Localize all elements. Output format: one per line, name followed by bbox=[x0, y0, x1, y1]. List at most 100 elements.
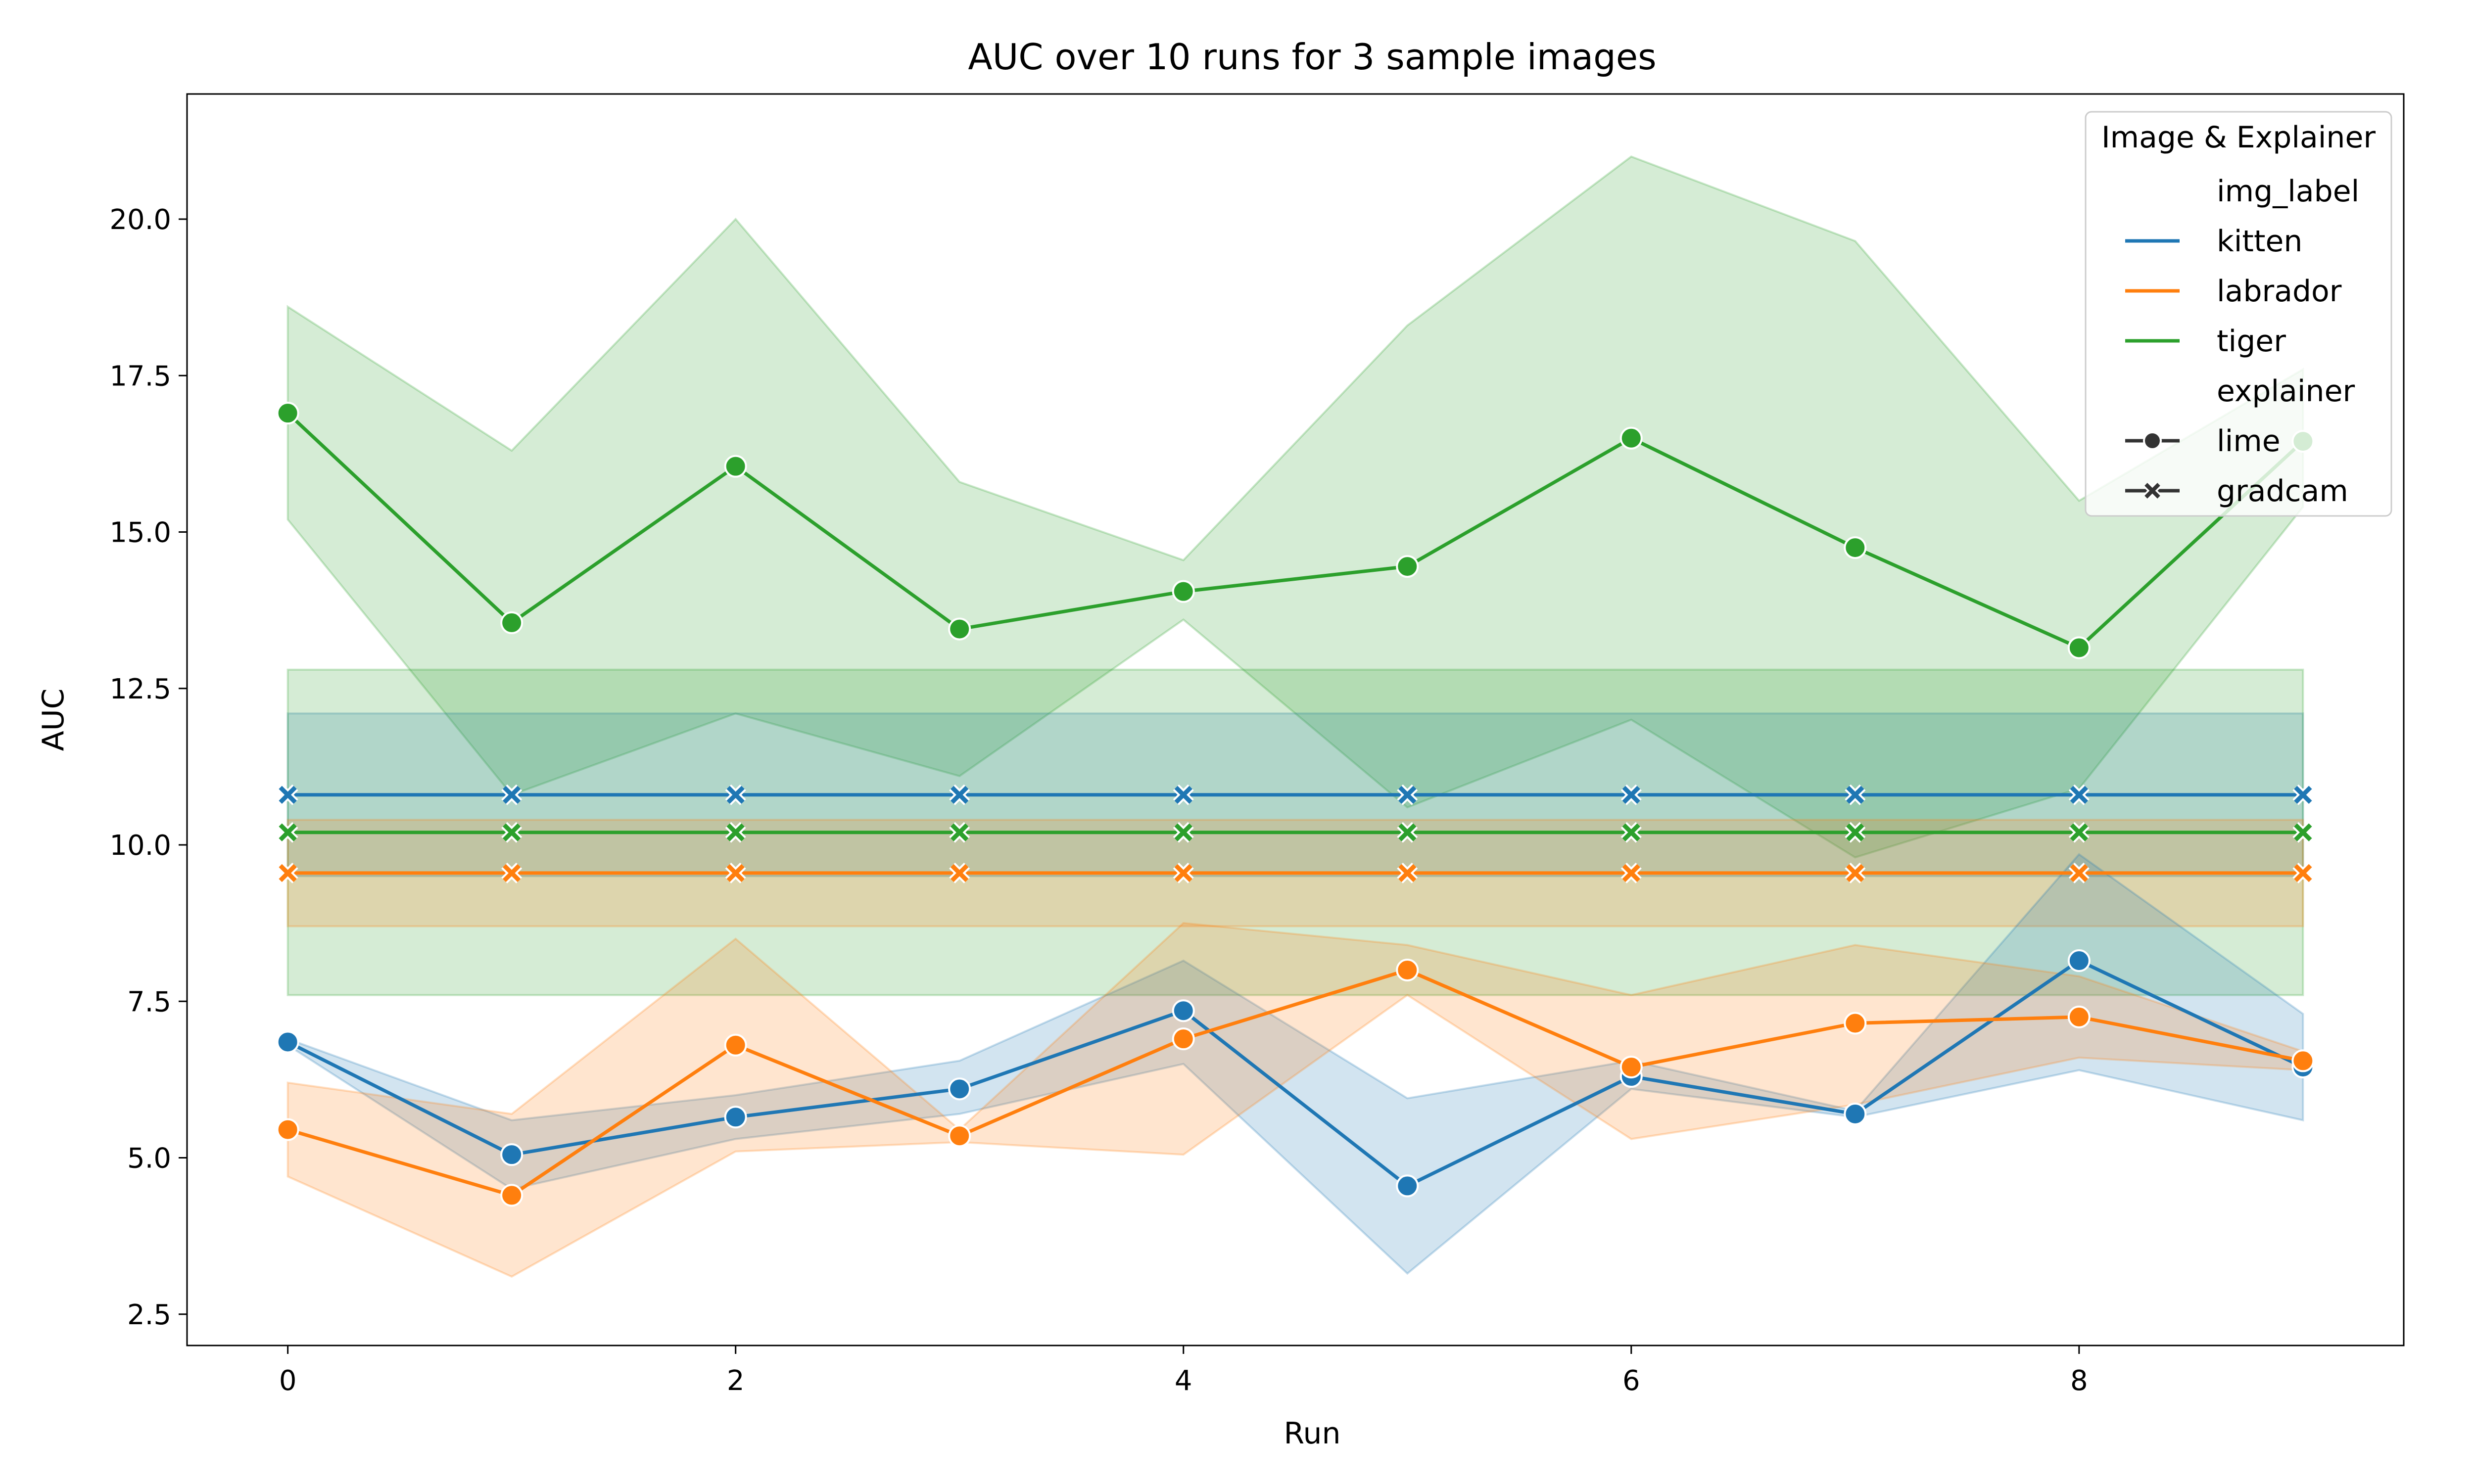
point-kitten-lime-run-1 bbox=[500, 1143, 523, 1166]
point-kitten-lime-run-3 bbox=[948, 1077, 971, 1101]
x-tick-label-8: 8 bbox=[2070, 1365, 2088, 1397]
point-kitten-gradcam-run-3-cross bbox=[951, 786, 969, 804]
point-kitten-gradcam-run-4-cross bbox=[1174, 786, 1192, 804]
point-kitten-lime-run-7 bbox=[1844, 1102, 1867, 1125]
point-labrador-gradcam-run-0 bbox=[277, 862, 298, 883]
point-kitten-gradcam-run-5 bbox=[1397, 784, 1418, 805]
y-tick-label-2.5: 2.5 bbox=[127, 1299, 171, 1331]
point-labrador-gradcam-run-3-cross bbox=[951, 864, 969, 882]
point-kitten-gradcam-run-3 bbox=[949, 784, 970, 805]
point-kitten-gradcam-run-1 bbox=[501, 784, 523, 805]
point-labrador-lime-run-8 bbox=[2067, 1005, 2091, 1028]
point-labrador-lime-run-9 bbox=[2291, 1049, 2315, 1072]
point-kitten-gradcam-run-6-cross bbox=[1622, 786, 1640, 804]
point-tiger-gradcam-run-4-cross bbox=[1174, 823, 1192, 841]
point-labrador-gradcam-run-8 bbox=[2068, 862, 2090, 883]
point-labrador-gradcam-run-5-cross bbox=[1398, 864, 1417, 882]
point-tiger-gradcam-run-9-cross bbox=[2294, 823, 2312, 841]
point-tiger-gradcam-run-7-cross bbox=[1846, 823, 1864, 841]
point-labrador-gradcam-run-3 bbox=[949, 862, 970, 883]
point-tiger-gradcam-run-9 bbox=[2292, 822, 2314, 843]
x-axis-ticks: 0 2 4 6 8 bbox=[279, 1345, 2088, 1397]
legend-label-img_label: img_label bbox=[2217, 174, 2359, 209]
point-kitten-gradcam-run-6 bbox=[1620, 784, 1642, 805]
legend-marker-gradcam bbox=[2144, 483, 2160, 499]
point-kitten-gradcam-run-4 bbox=[1173, 784, 1194, 805]
point-tiger-gradcam-run-8-cross bbox=[2070, 823, 2089, 841]
legend-label-explainer: explainer bbox=[2217, 374, 2355, 409]
point-labrador-gradcam-run-5 bbox=[1397, 862, 1418, 883]
legend-box bbox=[2085, 111, 2392, 517]
legend-title: Image & Explainer bbox=[2101, 120, 2376, 155]
point-labrador-gradcam-run-1-cross bbox=[502, 864, 521, 882]
point-labrador-gradcam-run-6-cross bbox=[1622, 864, 1640, 882]
point-labrador-gradcam-run-9-cross bbox=[2294, 864, 2312, 882]
y-axis-ticks: 2.5 5.0 7.5 10.0 12.5 15.0 17.5 20.0 bbox=[109, 204, 187, 1331]
point-labrador-gradcam-run-9 bbox=[2292, 862, 2314, 883]
series-markers bbox=[276, 402, 2315, 1207]
point-kitten-gradcam-run-8-cross bbox=[2070, 786, 2089, 804]
line-tiger-lime bbox=[286, 412, 2304, 649]
point-labrador-gradcam-run-2 bbox=[725, 862, 746, 883]
point-tiger-gradcam-run-0-cross bbox=[279, 823, 297, 841]
point-labrador-gradcam-run-1 bbox=[501, 862, 523, 883]
point-labrador-gradcam-run-6 bbox=[1620, 862, 1642, 883]
point-labrador-gradcam-run-7 bbox=[1845, 862, 1866, 883]
y-tick-label-5: 5.0 bbox=[127, 1143, 171, 1175]
point-tiger-gradcam-run-2-cross bbox=[726, 823, 745, 841]
band-kitten-lime bbox=[286, 853, 2304, 1275]
point-kitten-gradcam-run-1-cross bbox=[502, 786, 521, 804]
legend-label-gradcam: gradcam bbox=[2217, 474, 2348, 509]
point-kitten-gradcam-run-2-cross bbox=[726, 786, 745, 804]
point-tiger-gradcam-run-7 bbox=[1845, 822, 1866, 843]
legend-label-kitten: kitten bbox=[2217, 224, 2302, 259]
point-tiger-gradcam-run-4 bbox=[1173, 822, 1194, 843]
point-tiger-gradcam-run-5-cross bbox=[1398, 823, 1417, 841]
legend-label-tiger: tiger bbox=[2217, 324, 2286, 359]
point-tiger-gradcam-run-8 bbox=[2068, 822, 2090, 843]
point-labrador-gradcam-run-0-cross bbox=[279, 864, 297, 882]
point-tiger-gradcam-run-3 bbox=[949, 822, 970, 843]
point-labrador-lime-run-4 bbox=[1172, 1027, 1195, 1051]
y-tick-label-15: 15.0 bbox=[109, 517, 171, 549]
point-tiger-lime-run-4 bbox=[1172, 580, 1195, 603]
point-labrador-lime-run-2 bbox=[724, 1033, 747, 1057]
point-labrador-lime-run-3 bbox=[948, 1124, 971, 1148]
legend-marker-lime bbox=[2143, 431, 2162, 450]
x-axis-label: Run bbox=[1284, 1416, 1340, 1451]
legend-label-lime: lime bbox=[2217, 424, 2281, 459]
point-tiger-lime-run-3 bbox=[948, 617, 971, 641]
y-tick-label-12.5: 12.5 bbox=[109, 673, 171, 705]
y-tick-label-17.5: 17.5 bbox=[109, 360, 171, 392]
point-kitten-lime-run-2 bbox=[724, 1106, 747, 1129]
point-labrador-lime-run-5 bbox=[1396, 959, 1419, 981]
chart-title: AUC over 10 runs for 3 sample images bbox=[968, 36, 1656, 78]
point-tiger-gradcam-run-6-cross bbox=[1622, 823, 1640, 841]
x-tick-label-4: 4 bbox=[1175, 1365, 1192, 1397]
point-kitten-gradcam-run-9-cross bbox=[2294, 786, 2312, 804]
point-kitten-gradcam-run-0 bbox=[277, 784, 298, 805]
point-kitten-gradcam-run-0-cross bbox=[279, 786, 297, 804]
point-labrador-gradcam-run-8-cross bbox=[2070, 864, 2089, 882]
y-tick-label-20: 20.0 bbox=[109, 204, 171, 236]
point-tiger-lime-run-7 bbox=[1844, 536, 1867, 559]
point-kitten-gradcam-run-7 bbox=[1845, 784, 1866, 805]
point-kitten-gradcam-run-2 bbox=[725, 784, 746, 805]
point-labrador-lime-run-6 bbox=[1619, 1056, 1643, 1079]
point-kitten-gradcam-run-9 bbox=[2292, 784, 2314, 805]
y-tick-label-10: 10.0 bbox=[109, 830, 171, 862]
point-labrador-gradcam-run-2-cross bbox=[726, 864, 745, 882]
point-tiger-lime-run-1 bbox=[500, 611, 523, 634]
point-labrador-lime-run-1 bbox=[500, 1184, 523, 1207]
point-tiger-gradcam-run-3-cross bbox=[951, 823, 969, 841]
point-labrador-gradcam-run-7-cross bbox=[1846, 864, 1864, 882]
plot-frame bbox=[186, 93, 2405, 1346]
y-axis-label: AUC bbox=[36, 689, 71, 751]
series-lines bbox=[286, 412, 2304, 1197]
y-tick-label-7.5: 7.5 bbox=[127, 986, 171, 1018]
point-tiger-gradcam-run-2 bbox=[725, 822, 746, 843]
legend-label-labrador: labrador bbox=[2217, 274, 2342, 309]
point-labrador-gradcam-run-4 bbox=[1173, 862, 1194, 883]
point-tiger-gradcam-run-0 bbox=[277, 822, 298, 843]
